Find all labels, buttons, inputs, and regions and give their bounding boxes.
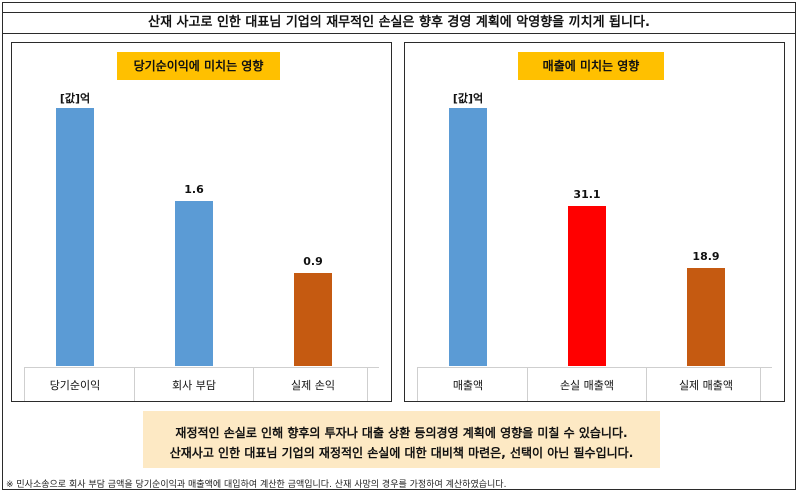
notice-line-1: 재정적인 손실로 인해 향후의 투자나 대출 상환 등의경영 계획에 영향을 미… [175, 426, 628, 440]
notice-line-2: 산재사고 인한 대표님 기업의 재정적인 손실에 대한 대비책 마련은, 선택이… [169, 446, 634, 460]
category-label: 손실 매출액 [559, 379, 615, 392]
category-separator [24, 367, 25, 401]
bar-data-label: 1.6 [184, 183, 204, 196]
category-label: 회사 부담 [172, 379, 216, 392]
category-separator [527, 367, 528, 401]
bar-data-label: 31.1 [573, 188, 601, 201]
chart-baseline [417, 367, 772, 368]
bar-data-label: [값]억 [452, 92, 484, 105]
category-label: 당기순이익 [49, 379, 101, 392]
bar-0 [449, 108, 487, 366]
chart-title: 매출에 미치는 영향 [518, 52, 664, 80]
notice-box: 재정적인 손실로 인해 향후의 투자나 대출 상환 등의경영 계획에 영향을 미… [143, 411, 660, 468]
category-separator [367, 367, 368, 401]
category-label: 매출액 [452, 379, 484, 392]
bar-2 [294, 273, 332, 366]
category-label: 실제 매출액 [678, 379, 734, 392]
bar-data-label: 0.9 [303, 255, 323, 268]
category-separator [646, 367, 647, 401]
bar-data-label: [값]억 [59, 92, 91, 105]
category-label: 실제 손익 [291, 379, 335, 392]
bar-0 [56, 108, 94, 366]
category-separator [134, 367, 135, 401]
category-separator [760, 367, 761, 401]
bar-data-label: 18.9 [692, 250, 720, 263]
page-title: 산재 사고로 인한 대표님 기업의 재무적인 손실은 향후 경영 계획에 악영향… [3, 12, 795, 34]
bar-1 [175, 201, 213, 366]
bar-1 [568, 206, 606, 366]
chart-baseline [24, 367, 379, 368]
footnote: ※ 민사소송으로 회사 부담 금액을 당기순이익과 매출액에 대입하여 계산한 … [6, 480, 507, 490]
bar-2 [687, 268, 725, 366]
category-separator [253, 367, 254, 401]
chart-title: 당기순이익에 미치는 영향 [117, 52, 280, 80]
category-separator [417, 367, 418, 401]
